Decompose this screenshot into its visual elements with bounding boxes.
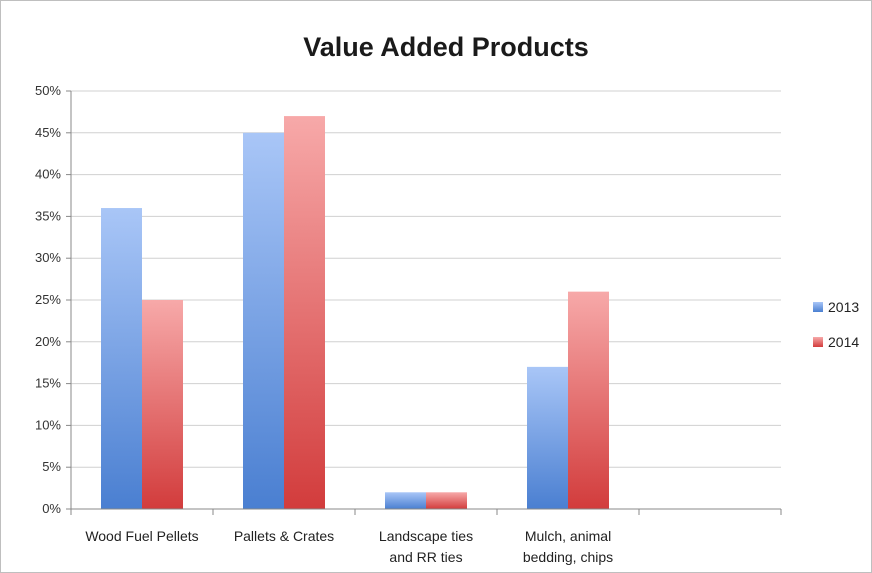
gridlines	[71, 90, 781, 510]
y-tick-label: 10%	[35, 417, 61, 432]
bar-2013-0	[101, 208, 142, 510]
y-tick-label: 0%	[42, 501, 61, 516]
legend-swatch-2014	[813, 337, 823, 347]
y-tick-label: 30%	[35, 250, 61, 265]
y-tick-label: 35%	[35, 208, 61, 223]
x-tick-label: bedding, chips	[523, 549, 613, 565]
bar-2014-0	[142, 300, 183, 509]
y-tick-label: 50%	[35, 83, 61, 98]
legend-swatch-2013	[813, 302, 823, 312]
legend: 2013 2014	[813, 299, 859, 350]
x-tick-label: Pallets & Crates	[234, 528, 334, 544]
y-tick-label: 20%	[35, 334, 61, 349]
bar-2014-2	[426, 492, 467, 509]
y-tick-label: 15%	[35, 376, 61, 391]
x-tick-label: and RR ties	[389, 549, 462, 565]
bars	[101, 116, 609, 510]
x-tick-label: Wood Fuel Pellets	[85, 528, 198, 544]
y-tick-label: 5%	[42, 459, 61, 474]
bar-2014-3	[568, 291, 609, 509]
y-tick-label: 25%	[35, 292, 61, 307]
x-tick-label: Mulch, animal	[525, 528, 611, 544]
chart-title: Value Added Products	[303, 32, 589, 62]
y-axis-ticks: 0% 5% 10% 15% 20% 25% 30% 35% 40% 45% 50%	[35, 83, 71, 516]
y-tick-label: 45%	[35, 125, 61, 140]
legend-label-2013: 2013	[828, 299, 859, 315]
x-axis	[70, 91, 782, 515]
y-tick-label: 40%	[35, 167, 61, 182]
bar-2014-1	[284, 116, 325, 509]
bar-2013-2	[385, 492, 426, 509]
bar-2013-3	[527, 366, 568, 509]
legend-label-2014: 2014	[828, 334, 859, 350]
x-tick-label: Landscape ties	[379, 528, 473, 544]
x-axis-labels: Wood Fuel Pellets Pallets & Crates Landsca…	[85, 528, 613, 565]
bar-2013-1	[243, 132, 284, 510]
